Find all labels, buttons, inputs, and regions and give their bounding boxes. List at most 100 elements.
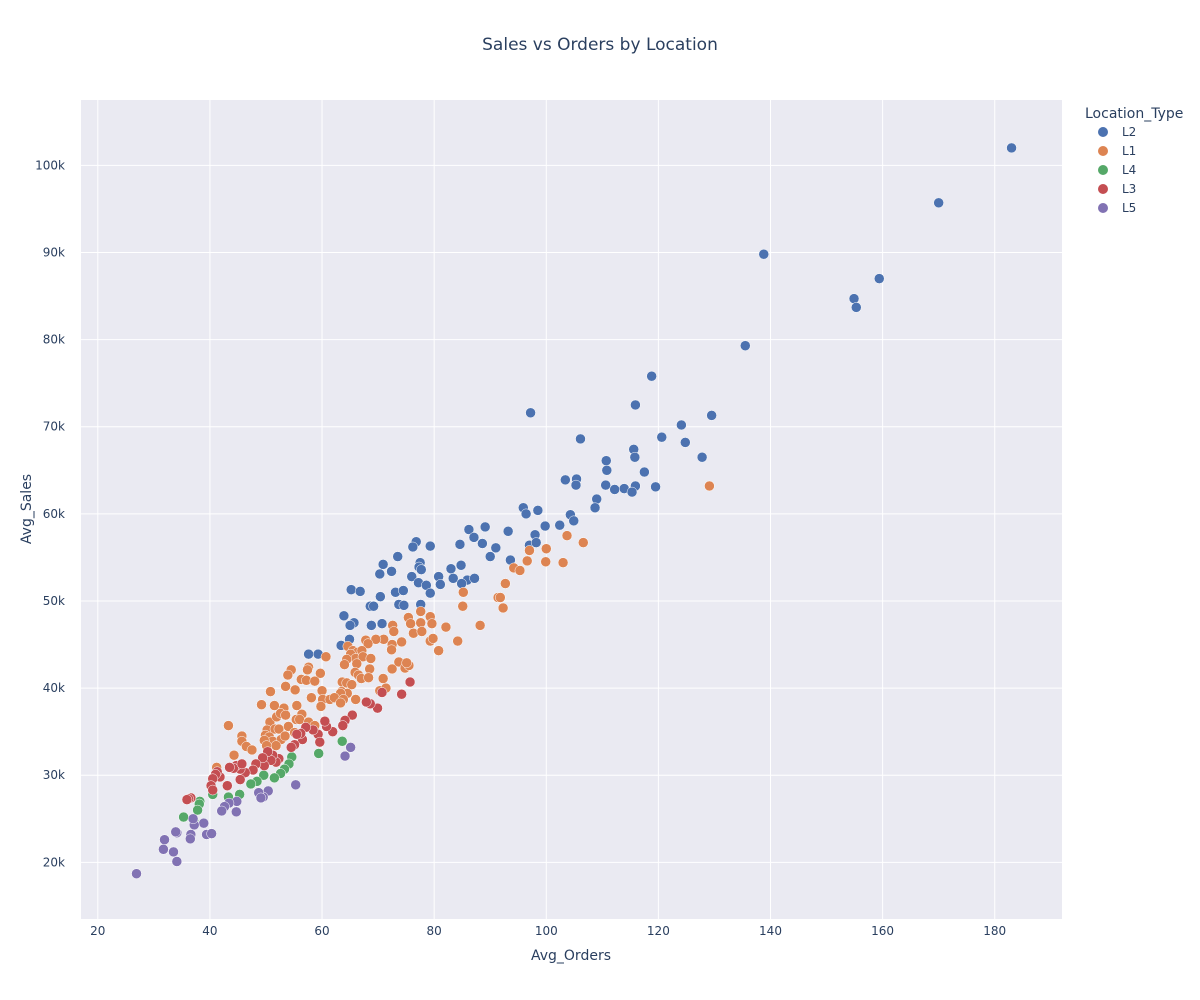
data-point xyxy=(424,587,436,599)
data-point xyxy=(346,679,358,690)
data-point xyxy=(426,618,438,629)
data-point xyxy=(303,648,314,660)
data-point xyxy=(524,545,535,556)
y-tick-label: 30k xyxy=(43,768,65,782)
data-point xyxy=(540,556,551,568)
data-point xyxy=(350,694,361,705)
data-point xyxy=(568,515,579,527)
data-point xyxy=(468,532,480,543)
data-point xyxy=(570,479,582,491)
data-point xyxy=(344,620,356,631)
data-point xyxy=(601,465,613,476)
data-point xyxy=(454,539,466,550)
data-point xyxy=(207,784,218,796)
series-l4 xyxy=(178,736,348,826)
data-point xyxy=(676,419,687,431)
legend-label: L5 xyxy=(1122,201,1136,215)
y-tick-label: 90k xyxy=(43,245,65,259)
legend-item-l4[interactable]: L4 xyxy=(1098,163,1136,177)
data-point xyxy=(223,720,234,731)
legend-marker xyxy=(1098,184,1108,194)
data-point xyxy=(740,340,751,351)
y-tick-label: 100k xyxy=(35,158,65,172)
data-point xyxy=(269,772,280,784)
data-point xyxy=(245,778,257,790)
data-point xyxy=(345,584,357,595)
data-point xyxy=(474,620,486,631)
data-point xyxy=(377,673,389,684)
data-point xyxy=(609,484,620,495)
data-point xyxy=(228,749,240,761)
data-points xyxy=(131,142,1017,879)
data-point xyxy=(456,578,467,589)
data-point xyxy=(495,592,506,603)
legend-marker xyxy=(1098,127,1108,137)
data-point xyxy=(433,645,444,656)
data-point xyxy=(257,752,268,764)
data-point xyxy=(656,431,668,443)
data-point xyxy=(347,709,358,721)
data-point xyxy=(285,742,297,753)
data-point xyxy=(521,555,533,567)
data-point xyxy=(306,692,317,703)
data-point xyxy=(345,742,356,753)
data-point xyxy=(315,701,327,712)
data-point xyxy=(392,551,403,562)
x-axis-title: Avg_Orders xyxy=(531,948,611,964)
data-point xyxy=(539,520,551,532)
data-point xyxy=(313,748,324,759)
data-point xyxy=(170,826,181,838)
x-tick-label: 180 xyxy=(983,924,1006,938)
legend-item-l5[interactable]: L5 xyxy=(1098,201,1136,215)
data-point xyxy=(309,675,321,687)
data-point xyxy=(224,762,235,773)
legend-label: L1 xyxy=(1122,144,1136,158)
data-point xyxy=(339,659,350,670)
data-point xyxy=(319,715,331,727)
data-point xyxy=(591,493,602,505)
data-point xyxy=(639,466,650,478)
data-point xyxy=(650,481,661,493)
data-point xyxy=(440,621,452,633)
data-point xyxy=(600,479,611,491)
data-point xyxy=(520,508,532,520)
data-point xyxy=(363,672,374,683)
x-tick-label: 40 xyxy=(202,924,217,938)
data-point xyxy=(401,657,412,669)
legend-marker xyxy=(1098,203,1108,213)
data-point xyxy=(335,697,346,709)
data-point xyxy=(578,537,589,548)
data-point xyxy=(405,618,416,629)
data-point xyxy=(236,758,248,770)
data-point xyxy=(222,780,233,791)
data-point xyxy=(377,559,389,570)
legend-item-l3[interactable]: L3 xyxy=(1098,182,1136,196)
data-point xyxy=(455,560,467,571)
data-point xyxy=(874,273,885,284)
data-point xyxy=(406,571,417,582)
data-point xyxy=(291,729,303,740)
data-point xyxy=(234,774,246,785)
data-point xyxy=(280,709,291,721)
data-point xyxy=(458,587,469,598)
legend-marker xyxy=(1098,165,1108,175)
data-point xyxy=(291,700,303,711)
data-point xyxy=(452,635,463,647)
data-point xyxy=(560,474,571,486)
legend-item-l2[interactable]: L2 xyxy=(1098,125,1136,139)
data-point xyxy=(289,684,301,696)
data-point xyxy=(171,856,183,867)
data-point xyxy=(490,542,502,554)
data-point xyxy=(680,437,691,448)
legend-item-l1[interactable]: L1 xyxy=(1098,144,1136,158)
data-point xyxy=(396,636,407,648)
data-point xyxy=(696,451,708,463)
y-tick-label: 70k xyxy=(43,420,65,434)
data-point xyxy=(185,833,196,845)
y-tick-label: 50k xyxy=(43,594,65,608)
x-tick-label: 20 xyxy=(90,924,105,938)
data-point xyxy=(256,699,267,710)
data-point xyxy=(315,668,326,679)
data-point xyxy=(364,663,375,675)
data-point xyxy=(339,750,351,762)
